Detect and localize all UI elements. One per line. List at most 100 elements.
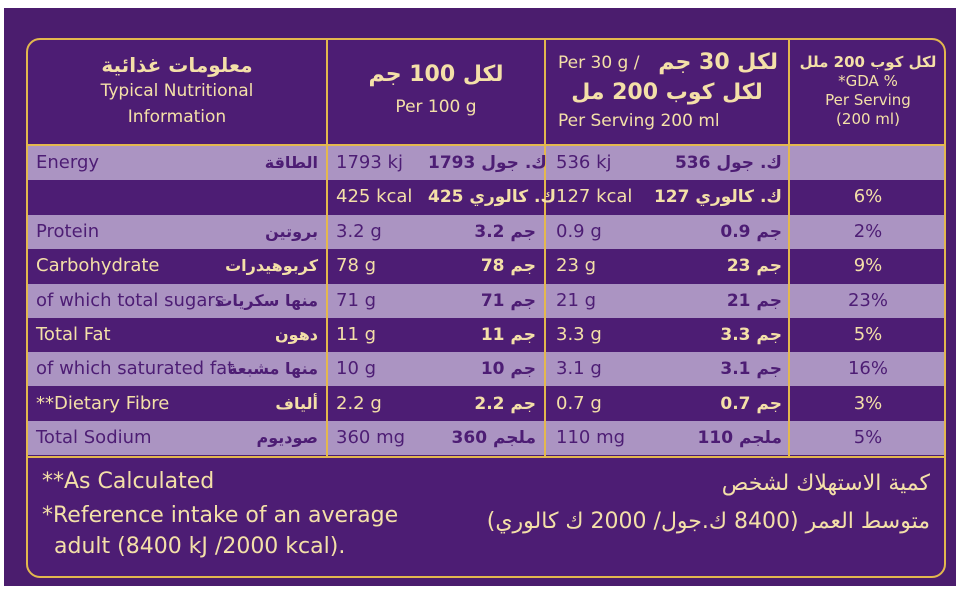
per100-value-en: 360 mg — [336, 427, 406, 448]
table-row: Energy الطاقة 1793 kj 1793 ك. جول 536 kj 536 … — [28, 146, 944, 180]
header-serving-ar-1: لكل 30 جم — [658, 50, 778, 75]
per100-value-en: 425 kcal — [336, 186, 413, 207]
row-band — [28, 318, 944, 352]
serving-value-en: 0.9 g — [556, 221, 602, 242]
gda-percent: 23% — [847, 290, 888, 311]
gda-percent: 2% — [853, 221, 883, 242]
serving-value-en: 110 mg — [556, 427, 626, 448]
gda-percent: 16% — [847, 358, 888, 379]
header-gda-3: (200 ml) — [836, 110, 900, 128]
per100-value-ar: 3.2 جم — [474, 222, 536, 242]
row-band — [28, 284, 944, 318]
nutrient-name-ar: ألياف — [275, 394, 318, 413]
per100-value-en: 11 g — [336, 324, 377, 345]
table-row: Total Sodium صوديوم 360 mg 360 ملجم 110 mg 11… — [28, 421, 944, 455]
gda-percent: 9% — [853, 255, 883, 276]
per100-value-ar: 11 جم — [480, 325, 536, 345]
footnote-reference-2: adult (8400 kJ /2000 kcal). — [54, 534, 346, 559]
header-col-serving: Per 30 g / لكل 30 جم لكل كوب 200 مل Per … — [546, 40, 788, 156]
per100-value-ar: 71 جم — [480, 291, 536, 311]
gda-percent: 3% — [853, 393, 883, 414]
table-row: Total Fat دهون 11 g 11 جم 3.3 g 3.3 جم 5% — [28, 318, 944, 352]
footer-divider — [28, 456, 944, 458]
per100-value-ar: 2.2 جم — [474, 394, 536, 414]
table-row: of which saturated fat منها مشبعة 10 g 10 ج… — [28, 352, 944, 386]
serving-value-ar: 536 ك. جول — [674, 153, 782, 173]
col-divider-3 — [788, 40, 790, 456]
serving-value-en: 21 g — [556, 290, 597, 311]
gda-percent — [790, 146, 944, 180]
nutrient-name-ar: دهون — [275, 325, 318, 344]
serving-value-ar: 3.3 جم — [720, 325, 782, 345]
per100-value-ar: 360 ملجم — [451, 428, 536, 448]
header-per100-en: Per 100 g — [395, 97, 477, 117]
table-row: 425 kcal 425 ك. كالوري 127 kcal 127 ك. كالو… — [28, 180, 944, 214]
nutrient-name-en: of which total sugars — [36, 290, 225, 311]
row-band — [28, 352, 944, 386]
per100-value-ar: 78 جم — [480, 256, 536, 276]
col-divider-1 — [326, 40, 328, 456]
label-panel: معلومات غذائية Typical Nutritional Infor… — [4, 8, 956, 586]
col-divider-2 — [544, 40, 546, 456]
row-band — [28, 146, 944, 180]
serving-value-en: 23 g — [556, 255, 597, 276]
nutrient-name-en: Total Sodium — [36, 427, 152, 448]
nutrient-name-ar: منها مشبعة — [227, 359, 318, 378]
nutrient-name-ar: صوديوم — [256, 428, 318, 447]
per100-value-en: 10 g — [336, 358, 377, 379]
row-band — [28, 249, 944, 283]
table-row: Carbohydrate كربوهيدرات 78 g 78 جم 23 g 23 جم… — [28, 249, 944, 283]
gda-percent: 5% — [853, 427, 883, 448]
per100-value-en: 1793 kj — [336, 152, 403, 173]
nutrient-name-en: Carbohydrate — [36, 255, 160, 276]
per100-value-en: 78 g — [336, 255, 377, 276]
nutrient-name-en: Protein — [36, 221, 100, 242]
serving-value-en: 0.7 g — [556, 393, 602, 414]
nutrient-name-ar — [178, 180, 318, 214]
header-col-nutrient: معلومات غذائية Typical Nutritional Infor… — [28, 40, 326, 158]
nutrient-name-ar: بروتين — [265, 222, 318, 241]
serving-value-ar: 0.7 جم — [720, 394, 782, 414]
footnotes: **As Calculated *Reference intake of an … — [28, 458, 944, 576]
header-serving-ar-2: لكل كوب 200 مل — [571, 80, 763, 105]
footnote-calculated: **As Calculated — [42, 469, 215, 494]
nutrient-name-en: **Dietary Fibre — [36, 393, 170, 414]
header-gda-1: *GDA % — [838, 72, 898, 90]
nutrient-name-en: of which saturated fat — [36, 358, 235, 379]
serving-value-ar: 21 جم — [726, 291, 782, 311]
row-band — [28, 387, 944, 421]
footnote-ar-1: كمية الاستهلاك لشخص — [721, 471, 930, 496]
per100-value-ar: 1793 ك. جول — [428, 153, 547, 173]
footnote-reference-1: *Reference intake of an average — [42, 503, 399, 528]
table-row: of which total sugars منها سكريات 71 g 71 ج… — [28, 284, 944, 318]
nutrient-name-ar: منها سكريات — [216, 291, 318, 310]
serving-value-en: 127 kcal — [556, 186, 633, 207]
header-serving-en-2: Per Serving 200 ml — [558, 111, 720, 131]
serving-value-ar: 110 ملجم — [697, 428, 782, 448]
gda-percent: 6% — [853, 186, 883, 207]
serving-value-en: 3.1 g — [556, 358, 602, 379]
nutrition-table: معلومات غذائية Typical Nutritional Infor… — [26, 38, 946, 578]
per100-value-en: 71 g — [336, 290, 377, 311]
serving-value-ar: 127 ك. كالوري — [653, 187, 782, 207]
serving-value-en: 3.3 g — [556, 324, 602, 345]
nutrient-name-ar: كربوهيدرات — [225, 256, 318, 275]
per100-value-ar: 10 جم — [480, 359, 536, 379]
header-per100-ar: لكل 100 جم — [368, 62, 504, 87]
per100-value-en: 3.2 g — [336, 221, 382, 242]
header-en-title-1: Typical Nutritional — [100, 81, 254, 101]
nutrient-name-en: Total Fat — [36, 324, 111, 345]
serving-value-ar: 23 جم — [726, 256, 782, 276]
row-band — [28, 215, 944, 249]
row-band — [28, 421, 944, 455]
row-band — [28, 180, 944, 214]
nutrient-name-en: Energy — [36, 152, 100, 173]
header-en-title-2: Information — [127, 107, 227, 127]
header-col-per100: لكل 100 جم Per 100 g — [328, 40, 544, 168]
serving-value-en: 536 kj — [556, 152, 612, 173]
per100-value-en: 2.2 g — [336, 393, 382, 414]
serving-value-ar: 3.1 جم — [720, 359, 782, 379]
per100-value-ar: 425 ك. كالوري — [428, 187, 557, 207]
serving-value-ar: 0.9 جم — [720, 222, 782, 242]
header-ar-title: معلومات غذائية — [101, 53, 253, 77]
